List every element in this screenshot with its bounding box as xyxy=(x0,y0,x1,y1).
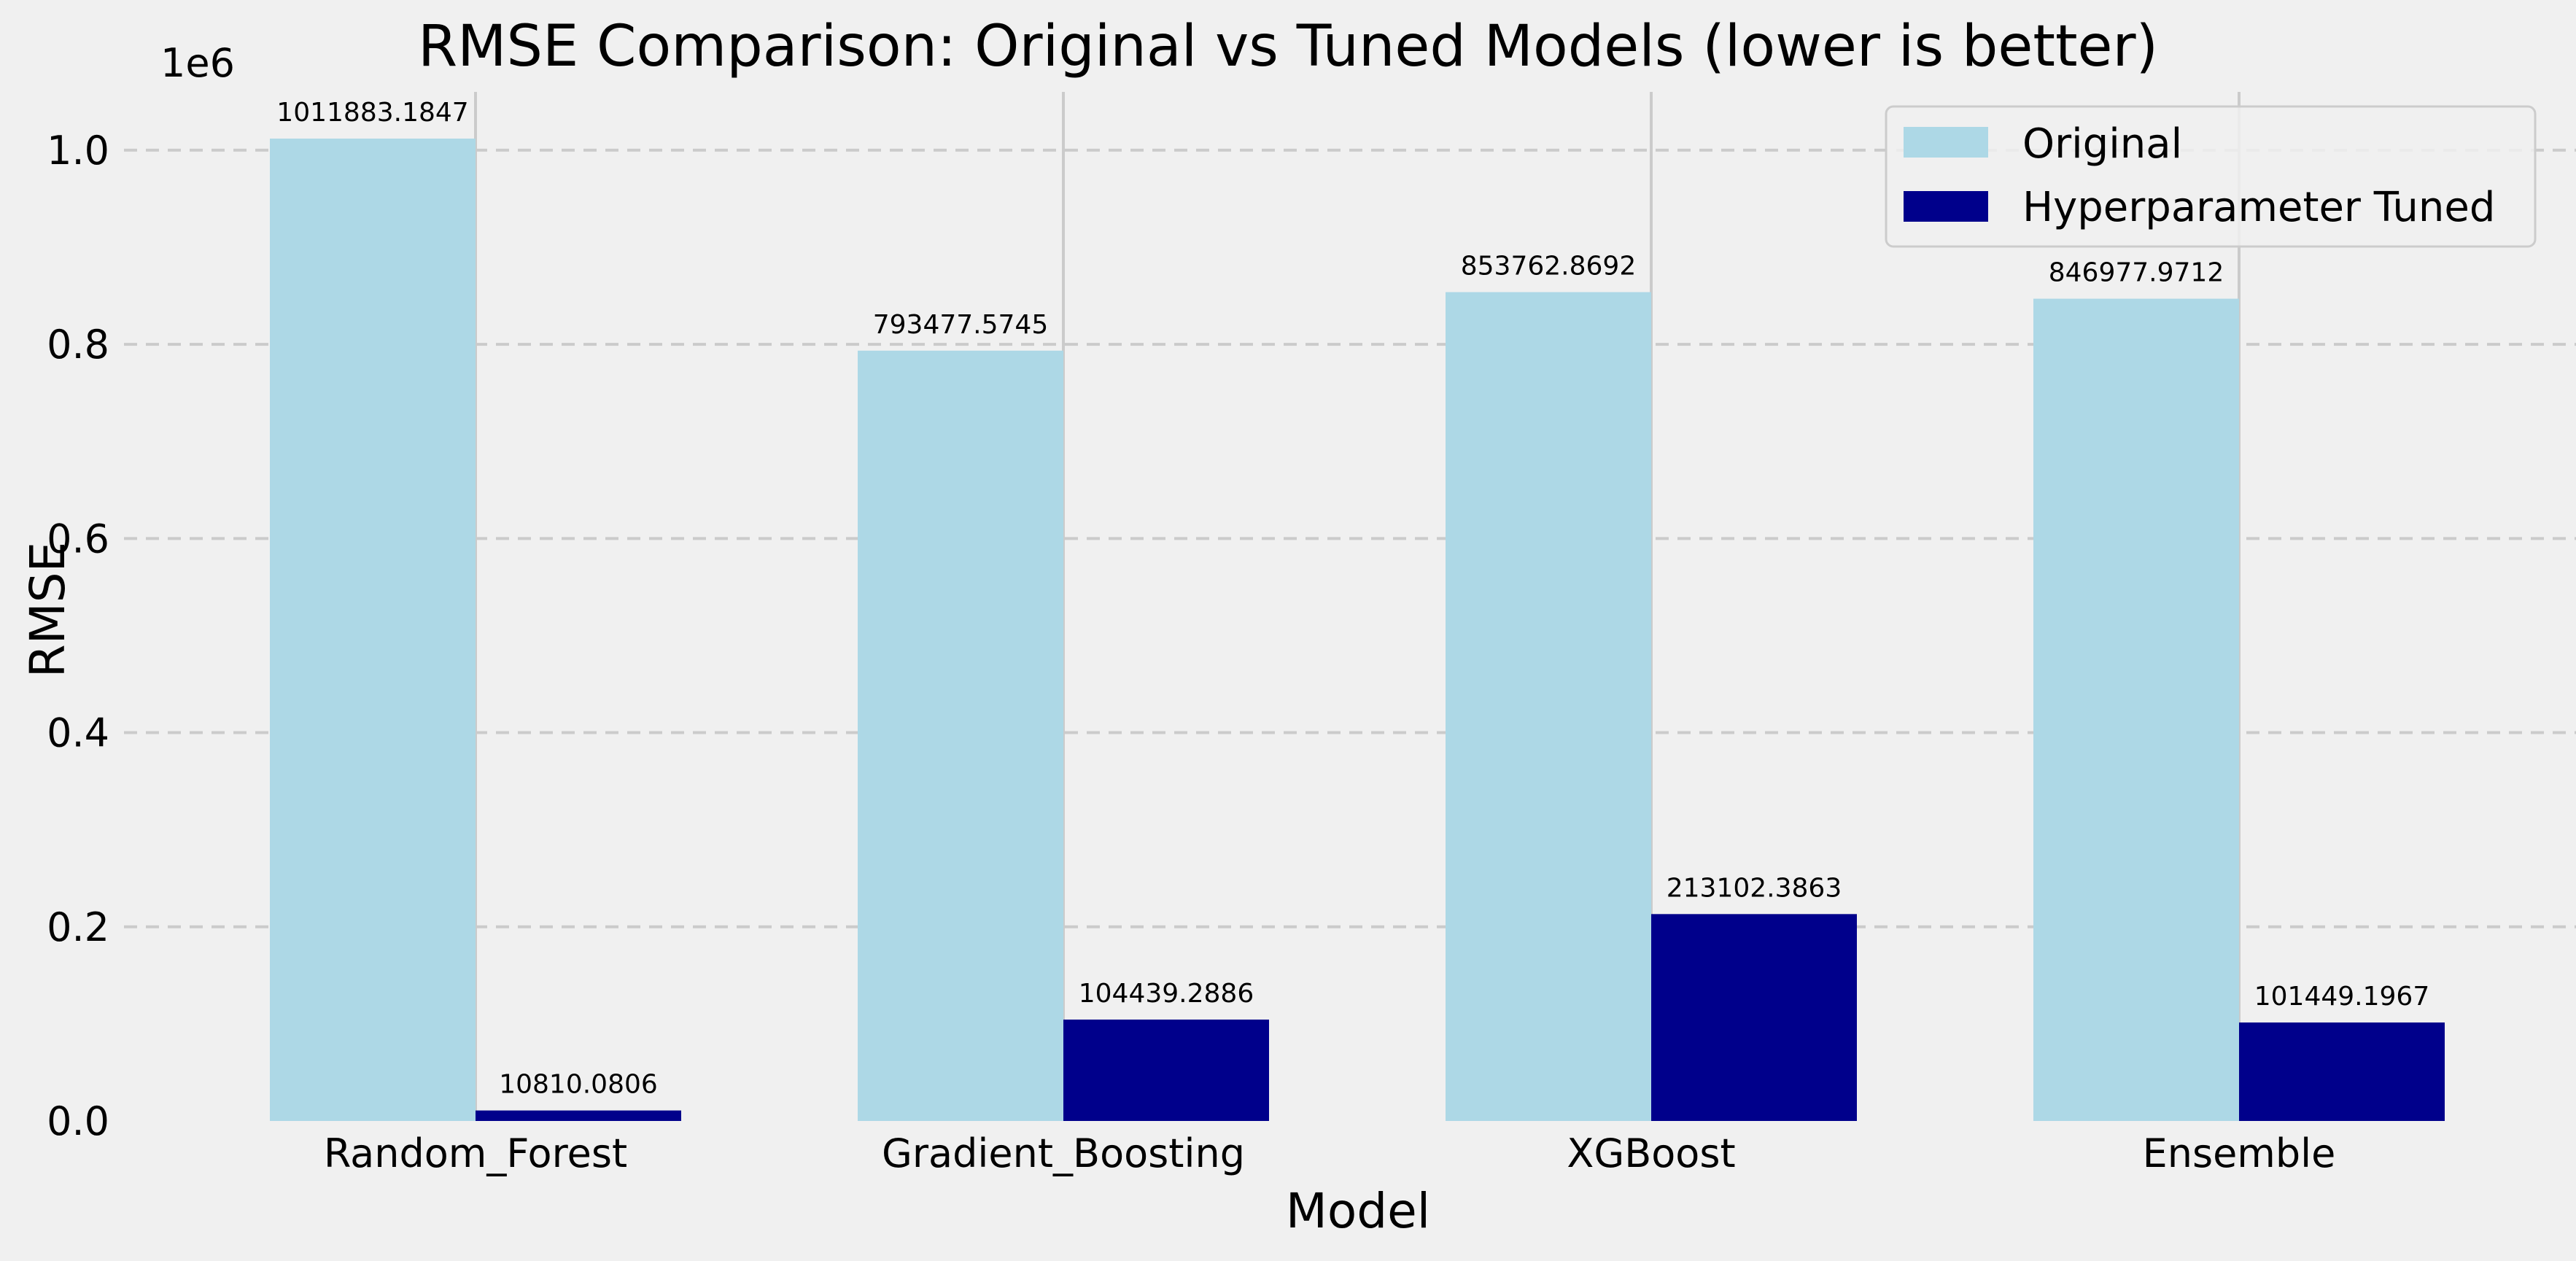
legend-label-tuned: Hyperparameter Tuned xyxy=(2022,184,2495,231)
bar-tuned xyxy=(1063,1019,1269,1121)
bar-value-label: 213102.3863 xyxy=(1667,873,1842,903)
y-tick-label: 0.0 xyxy=(47,1098,109,1144)
y-axis-offset-label: 1e6 xyxy=(160,40,235,86)
x-tick-label: Ensemble xyxy=(2143,1130,2336,1176)
y-tick-label: 0.8 xyxy=(47,322,109,368)
bar-original xyxy=(858,350,1063,1121)
bar-original xyxy=(2033,298,2239,1122)
y-tick-label: 0.6 xyxy=(47,516,109,562)
bar-value-label: 10810.0806 xyxy=(499,1070,658,1100)
bar-value-label: 853762.8692 xyxy=(1461,252,1637,282)
legend-swatch-original xyxy=(1904,127,1988,158)
bar-tuned xyxy=(476,1110,681,1121)
bar-value-label: 846977.9712 xyxy=(2049,258,2224,288)
bar-original xyxy=(270,139,476,1122)
legend-label-original: Original xyxy=(2022,120,2182,168)
chart-title: RMSE Comparison: Original vs Tuned Model… xyxy=(418,14,2158,79)
y-tick-label: 1.0 xyxy=(47,128,109,174)
legend-frame xyxy=(1885,105,2537,248)
bars xyxy=(270,139,2445,1122)
legend-swatch-tuned xyxy=(1904,191,1988,222)
bar-value-label: 1011883.1847 xyxy=(276,98,468,128)
y-axis-ticks: 0.0 0.2 0.4 0.6 0.8 1.0 xyxy=(47,128,109,1144)
legend: Original Hyperparameter Tuned xyxy=(1885,105,2537,248)
y-axis-label: RMSE xyxy=(20,542,76,678)
y-tick-label: 0.2 xyxy=(47,904,109,950)
bar-value-labels: 1011883.1847 793477.5745 853762.8692 846977… xyxy=(276,98,2429,1100)
x-tick-label: Random_Forest xyxy=(324,1130,627,1176)
bar-original xyxy=(1446,292,1651,1122)
bar-value-label: 101449.1967 xyxy=(2254,982,2430,1012)
x-axis-ticks: Random_Forest Gradient_Boosting XGBoost Ens… xyxy=(324,1130,2336,1176)
bar-value-label: 793477.5745 xyxy=(873,310,1049,340)
x-tick-label: XGBoost xyxy=(1567,1130,1735,1176)
x-axis-label: Model xyxy=(1286,1183,1430,1239)
bar-value-label: 104439.2886 xyxy=(1079,979,1254,1009)
y-tick-label: 0.4 xyxy=(47,710,109,756)
x-tick-label: Gradient_Boosting xyxy=(882,1130,1245,1176)
bar-tuned xyxy=(2239,1022,2445,1121)
bar-tuned xyxy=(1651,914,1857,1121)
